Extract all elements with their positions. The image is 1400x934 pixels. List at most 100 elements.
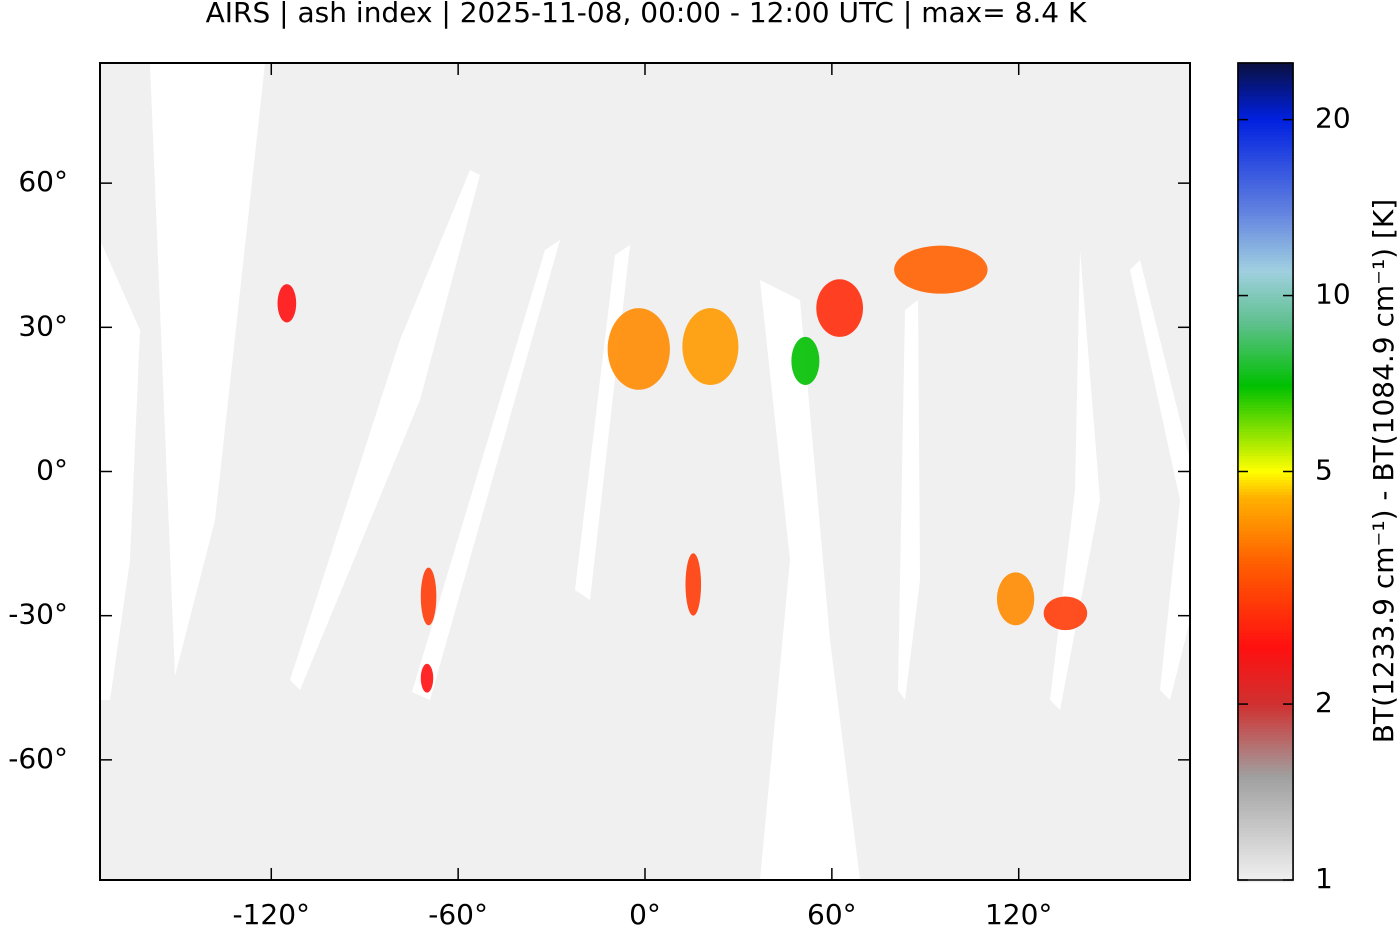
colorbar-cell <box>1238 750 1293 754</box>
colorbar-cell <box>1238 846 1293 850</box>
colorbar-cell <box>1238 267 1293 271</box>
colorbar-cell <box>1238 723 1293 727</box>
colorbar-cell <box>1238 141 1293 145</box>
colorbar-cell <box>1238 534 1293 538</box>
colorbar-cell <box>1238 855 1293 859</box>
chart-title: AIRS | ash index | 2025-11-08, 00:00 - 1… <box>206 0 1087 29</box>
colorbar-cell <box>1238 582 1293 586</box>
colorbar-cell <box>1238 612 1293 616</box>
colorbar-cell <box>1238 369 1293 373</box>
colorbar-cell <box>1238 552 1293 556</box>
colorbar-cell <box>1238 69 1293 73</box>
colorbar-cell <box>1238 108 1293 112</box>
colorbar-cell <box>1238 273 1293 277</box>
colorbar-cell <box>1238 603 1293 607</box>
colorbar-cell <box>1238 327 1293 331</box>
colorbar-cell <box>1238 627 1293 631</box>
colorbar-cell <box>1238 78 1293 82</box>
colorbar-cell <box>1238 375 1293 379</box>
colorbar-cell <box>1238 333 1293 337</box>
colorbar-cell <box>1238 675 1293 679</box>
colorbar-cell <box>1238 225 1293 229</box>
colorbar-cell <box>1238 771 1293 775</box>
x-tick-label: -120° <box>233 898 311 930</box>
colorbar-cell <box>1238 129 1293 133</box>
colorbar-cell <box>1238 567 1293 571</box>
colorbar-cell <box>1238 783 1293 787</box>
colorbar-cell <box>1238 72 1293 76</box>
colorbar-cell <box>1238 549 1293 553</box>
colorbar-cell <box>1238 288 1293 292</box>
swath-gaps <box>100 63 1190 880</box>
colorbar-cell <box>1238 396 1293 400</box>
colorbar-cell <box>1238 351 1293 355</box>
colorbar-cell <box>1238 636 1293 640</box>
colorbar-cell <box>1238 660 1293 664</box>
colorbar-cell <box>1238 249 1293 253</box>
colorbar-cell <box>1238 321 1293 325</box>
colorbar-cell <box>1238 330 1293 334</box>
colorbar-cell <box>1238 297 1293 301</box>
ash-region <box>607 308 670 390</box>
colorbar-cell <box>1238 264 1293 268</box>
colorbar-cell <box>1238 438 1293 442</box>
colorbar-cell <box>1238 501 1293 505</box>
colorbar-cell <box>1238 204 1293 208</box>
colorbar-cell <box>1238 156 1293 160</box>
colorbar-cell <box>1238 663 1293 667</box>
colorbar-cell <box>1238 639 1293 643</box>
colorbar-cell <box>1238 183 1293 187</box>
colorbar-cell <box>1238 342 1293 346</box>
colorbar-cell <box>1238 453 1293 457</box>
y-tick-label: 30° <box>18 309 68 342</box>
colorbar-cell <box>1238 573 1293 577</box>
ash-region <box>894 245 988 294</box>
colorbar-cell <box>1238 681 1293 685</box>
colorbar-cell <box>1238 126 1293 130</box>
colorbar-cell <box>1238 840 1293 844</box>
colorbar-cell <box>1238 744 1293 748</box>
colorbar-cell <box>1238 648 1293 652</box>
colorbar-cell <box>1238 426 1293 430</box>
colorbar-cell <box>1238 135 1293 139</box>
colorbar-cell <box>1238 537 1293 541</box>
colorbar-cell <box>1238 546 1293 550</box>
colorbar-label: BT(1233.9 cm⁻¹) - BT(1084.9 cm⁻¹) [K] <box>1367 199 1400 743</box>
colorbar-cell <box>1238 372 1293 376</box>
colorbar-cell <box>1238 774 1293 778</box>
colorbar-cell <box>1238 528 1293 532</box>
colorbar-cell <box>1238 609 1293 613</box>
colorbar-cell <box>1238 279 1293 283</box>
colorbar-cell <box>1238 702 1293 706</box>
colorbar-cell <box>1238 471 1293 475</box>
colorbar-cell <box>1238 561 1293 565</box>
colorbar-cell <box>1238 174 1293 178</box>
colorbar-cell <box>1238 873 1293 877</box>
colorbar-cell <box>1238 300 1293 304</box>
y-tick-label: -60° <box>8 742 68 775</box>
colorbar-cell <box>1238 498 1293 502</box>
colorbar-cell <box>1238 807 1293 811</box>
colorbar-cell <box>1238 336 1293 340</box>
colorbar-cell <box>1238 666 1293 670</box>
colorbar-cell <box>1238 834 1293 838</box>
colorbar-cell <box>1238 483 1293 487</box>
colorbar-cell <box>1238 462 1293 466</box>
colorbar-cell <box>1238 870 1293 874</box>
colorbar-cell <box>1238 597 1293 601</box>
colorbar-cell <box>1238 420 1293 424</box>
colorbar-cell <box>1238 729 1293 733</box>
colorbar-cell <box>1238 387 1293 391</box>
colorbar-cell <box>1238 408 1293 412</box>
colorbar-cell <box>1238 201 1293 205</box>
colorbar-cell <box>1238 717 1293 721</box>
colorbar-cell <box>1238 405 1293 409</box>
colorbar-tick-label: 1 <box>1315 862 1333 895</box>
colorbar-cell <box>1238 360 1293 364</box>
colorbar-cell <box>1238 591 1293 595</box>
colorbar-cell <box>1238 153 1293 157</box>
colorbar-cell <box>1238 645 1293 649</box>
colorbar-cell <box>1238 516 1293 520</box>
colorbar-cell <box>1238 585 1293 589</box>
colorbar-cell <box>1238 831 1293 835</box>
